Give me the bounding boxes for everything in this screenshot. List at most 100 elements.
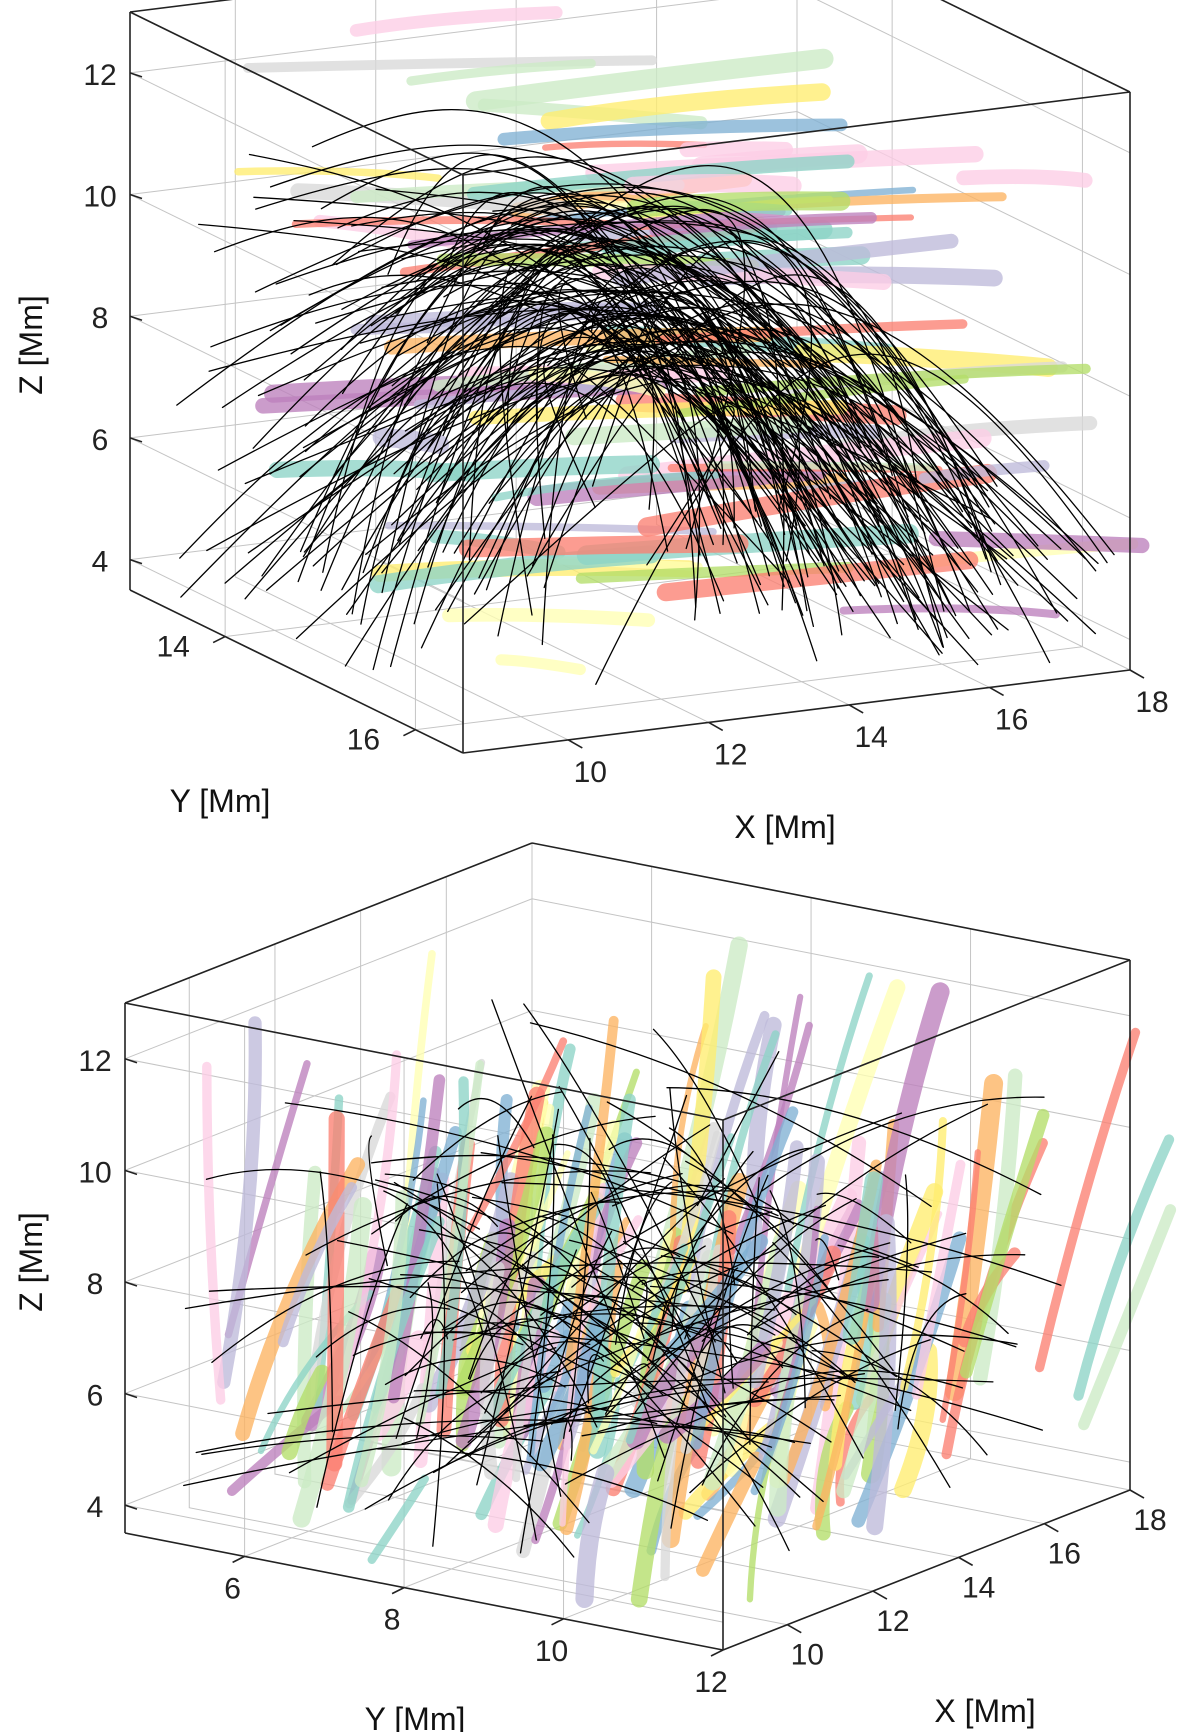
box-edge: [129, 589, 464, 754]
field-line: [184, 1261, 933, 1310]
field-line: [651, 1301, 667, 1366]
x-tick-label: 10: [574, 756, 607, 789]
current-structure: [1078, 1204, 1177, 1431]
z-tick: [124, 1392, 138, 1399]
current-structure: [564, 1015, 619, 1371]
field-line: [432, 1183, 446, 1547]
current-structure: [369, 545, 660, 594]
field-line: [657, 1269, 731, 1482]
x-tick: [989, 686, 1004, 697]
field-line: [557, 1232, 967, 1422]
x-tick: [872, 1590, 888, 1600]
current-structure: [842, 1171, 883, 1345]
x-tick-label: 12: [876, 1605, 909, 1638]
current-structure: [603, 1356, 700, 1488]
field-line: [523, 1003, 716, 1343]
field-line: [558, 278, 905, 566]
x-tick-label: 16: [1048, 1538, 1081, 1571]
field-line: [359, 291, 1097, 572]
field-line: [344, 365, 880, 667]
field-lines: [183, 999, 1062, 1558]
field-line: [480, 1211, 773, 1394]
field-line: [404, 195, 945, 648]
current-structure: [277, 1182, 358, 1348]
field-line: [410, 1206, 598, 1428]
field-line: [267, 1377, 994, 1415]
current-structure: [465, 48, 834, 112]
x-tick: [786, 1624, 802, 1634]
grid-line-z-left: [129, 72, 464, 237]
current-structure: [281, 1364, 331, 1461]
z-tick: [124, 1058, 138, 1064]
y-tick-label: 6: [224, 1572, 241, 1605]
field-line: [499, 248, 820, 616]
field-line: [476, 1108, 560, 1486]
current-structure: [415, 1060, 485, 1426]
field-line: [506, 237, 989, 492]
z-tick: [129, 72, 143, 78]
field-line: [591, 1306, 749, 1385]
box-edge: [462, 669, 1131, 754]
field-line: [468, 302, 770, 561]
x-tick-label: 16: [995, 703, 1028, 736]
current-structure: [1073, 1134, 1175, 1401]
field-line: [576, 1293, 750, 1440]
field-line: [405, 240, 839, 589]
field-line: [384, 1173, 586, 1281]
x-tick: [1043, 1522, 1059, 1533]
field-line: [554, 1143, 627, 1245]
axis-titles: X [Mm] Y [Mm] Z [Mm]: [13, 295, 836, 845]
field-line: [254, 183, 993, 532]
y-axis-title: Y [Mm]: [365, 1701, 466, 1732]
field-line: [568, 1239, 851, 1380]
field-line: [201, 1434, 544, 1455]
current-structure: [326, 1110, 345, 1472]
field-line: [333, 239, 809, 578]
field-line: [469, 1178, 725, 1457]
y-tick: [710, 1649, 724, 1657]
field-line: [593, 1275, 1017, 1348]
field-line: [581, 1426, 796, 1444]
field-line: [355, 340, 902, 547]
y-tick: [232, 1555, 245, 1564]
field-line: [534, 1249, 578, 1358]
field-line: [700, 1324, 776, 1353]
z-tick: [124, 1504, 138, 1510]
field-line: [515, 373, 993, 636]
z-tick: [129, 193, 143, 200]
current-structure: [242, 55, 658, 73]
current-structure: [928, 530, 1150, 554]
box-edge: [722, 959, 1131, 1121]
field-line: [387, 154, 854, 613]
y-tick-label: 8: [384, 1604, 401, 1637]
current-structure: [466, 154, 855, 201]
field-line: [467, 1234, 539, 1380]
field-line: [529, 1022, 932, 1208]
field-line: [322, 244, 937, 621]
field-line: [591, 239, 983, 489]
x-tick-label: 12: [714, 738, 747, 771]
current-structure: [413, 1172, 450, 1469]
y-tick-label: 12: [694, 1666, 727, 1699]
x-axis-title: X [Mm]: [934, 1693, 1035, 1729]
field-line: [467, 1204, 827, 1443]
field-line: [176, 205, 882, 598]
current-structure: [959, 1108, 1050, 1379]
field-line: [558, 1086, 711, 1414]
current-structure: [202, 1061, 226, 1405]
field-line: [275, 229, 959, 549]
field-line: [460, 1172, 683, 1294]
field-line: [604, 1363, 650, 1415]
grid-line-x: [274, 944, 874, 1592]
z-tick-label: 12: [78, 1045, 111, 1078]
field-line: [606, 1101, 894, 1372]
field-line: [553, 1313, 699, 1333]
z-tick-label: 6: [92, 424, 109, 457]
z-tick-label: 8: [92, 302, 109, 335]
current-structure: [784, 972, 873, 1293]
z-tick-label: 4: [87, 1491, 104, 1524]
current-structure: [455, 1126, 556, 1396]
x-tick: [1129, 669, 1145, 679]
field-line: [393, 314, 798, 526]
field-line: [352, 1331, 524, 1357]
